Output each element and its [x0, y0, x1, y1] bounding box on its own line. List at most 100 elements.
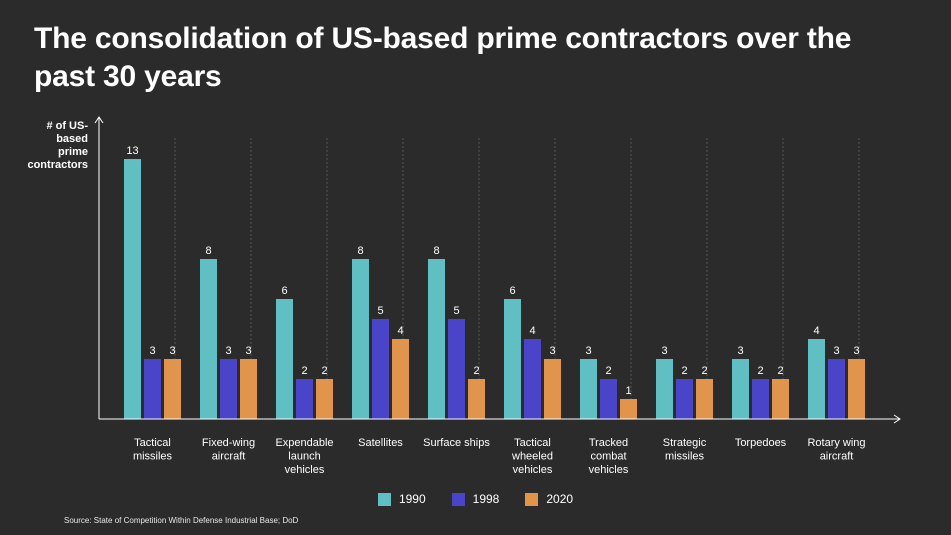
data-label: 4: [529, 325, 535, 337]
legend-swatch-1998: [451, 492, 465, 506]
data-label: 6: [509, 285, 515, 297]
legend-label-1990: 1990: [398, 492, 426, 506]
bars: [124, 159, 865, 419]
axes: [94, 116, 901, 424]
data-label: 3: [225, 345, 231, 357]
data-label: 6: [281, 285, 287, 297]
data-label: 4: [813, 325, 819, 337]
data-label: 3: [149, 345, 155, 357]
data-label: 2: [301, 365, 307, 377]
bar-1990: [504, 299, 521, 419]
data-label: 3: [853, 345, 859, 357]
category-label: Tactical: [514, 437, 551, 449]
category-label: Surface ships: [423, 437, 490, 449]
data-label: 2: [701, 365, 707, 377]
bar-2020: [240, 359, 257, 419]
bar-2020: [316, 379, 333, 419]
data-label: 8: [357, 245, 363, 257]
bar-2020: [696, 379, 713, 419]
data-label: 4: [397, 325, 403, 337]
category-label: vehicles: [589, 464, 629, 476]
bar-1990: [732, 359, 749, 419]
category-label: Rotary wing: [807, 437, 865, 449]
data-label: 3: [549, 345, 555, 357]
category-label: Satellites: [358, 437, 403, 449]
data-label: 2: [681, 365, 687, 377]
data-label: 2: [605, 365, 611, 377]
bar-1990: [428, 259, 445, 419]
bar-1998: [752, 379, 769, 419]
legend-label-2020: 2020: [546, 492, 574, 506]
bar-1998: [372, 319, 389, 419]
bar-1998: [448, 319, 465, 419]
data-label: 3: [169, 345, 175, 357]
bar-2020: [848, 359, 865, 419]
bar-2020: [164, 359, 181, 419]
category-label: missiles: [665, 451, 705, 463]
category-label: Torpedoes: [735, 437, 787, 449]
category-label: wheeled: [511, 451, 553, 463]
bar-1990: [656, 359, 673, 419]
chart-title: The consolidation of US-based prime cont…: [34, 22, 852, 93]
x-axis-arrow: [893, 414, 901, 424]
category-label: Fixed-wing: [202, 437, 255, 449]
category-label: Tracked: [589, 437, 628, 449]
data-label: 2: [321, 365, 327, 377]
data-label: 8: [205, 245, 211, 257]
legend-item-2020: 2020: [525, 492, 573, 506]
legend-swatch-1990: [377, 492, 391, 506]
bar-1998: [296, 379, 313, 419]
data-label: 8: [433, 245, 439, 257]
data-label: 5: [377, 305, 383, 317]
category-label: Strategic: [663, 437, 707, 449]
bar-1998: [220, 359, 237, 419]
category-label: aircraft: [212, 451, 246, 463]
bar-1990: [200, 259, 217, 419]
bar-1998: [600, 379, 617, 419]
data-label: 13: [126, 145, 138, 157]
legend-swatch-2020: [525, 492, 539, 506]
data-label: 3: [245, 345, 251, 357]
category-label: vehicles: [285, 464, 325, 476]
data-label: 2: [473, 365, 479, 377]
category-label: aircraft: [820, 451, 854, 463]
bar-1990: [808, 339, 825, 419]
data-label: 1: [625, 385, 631, 397]
bar-2020: [544, 359, 561, 419]
bar-1998: [676, 379, 693, 419]
bar-1998: [524, 339, 541, 419]
legend: 1990 1998 2020: [0, 492, 951, 506]
bar-2020: [468, 379, 485, 419]
bar-1990: [352, 259, 369, 419]
category-label: missiles: [133, 451, 173, 463]
source-note: Source: State of Competition Within Defe…: [64, 516, 299, 525]
bar-1998: [144, 359, 161, 419]
data-label: 3: [585, 345, 591, 357]
legend-item-1990: 1990: [377, 492, 426, 506]
bar-2020: [620, 399, 637, 419]
bar-1990: [580, 359, 597, 419]
data-label: 2: [757, 365, 763, 377]
data-label: 2: [777, 365, 783, 377]
legend-label-1998: 1998: [472, 492, 500, 506]
data-label: 3: [833, 345, 839, 357]
data-label: 3: [661, 345, 667, 357]
category-label: launch: [288, 451, 320, 463]
grid-lines: [174, 138, 860, 419]
category-label: Tactical: [134, 437, 171, 449]
bar-1990: [276, 299, 293, 419]
bar-2020: [392, 339, 409, 419]
category-label: vehicles: [513, 464, 553, 476]
category-labels: Tactical missiles Fixed-wing aircraft Expend…: [133, 437, 866, 476]
data-label: 3: [737, 345, 743, 357]
data-label: 5: [453, 305, 459, 317]
y-axis-label: # of US-based prime contractors: [27, 120, 88, 171]
bar-1990: [124, 159, 141, 419]
category-label: Expendable: [275, 437, 333, 449]
bar-2020: [772, 379, 789, 419]
bar-1998: [828, 359, 845, 419]
legend-item-1998: 1998: [451, 492, 500, 506]
category-label: combat: [590, 451, 626, 463]
